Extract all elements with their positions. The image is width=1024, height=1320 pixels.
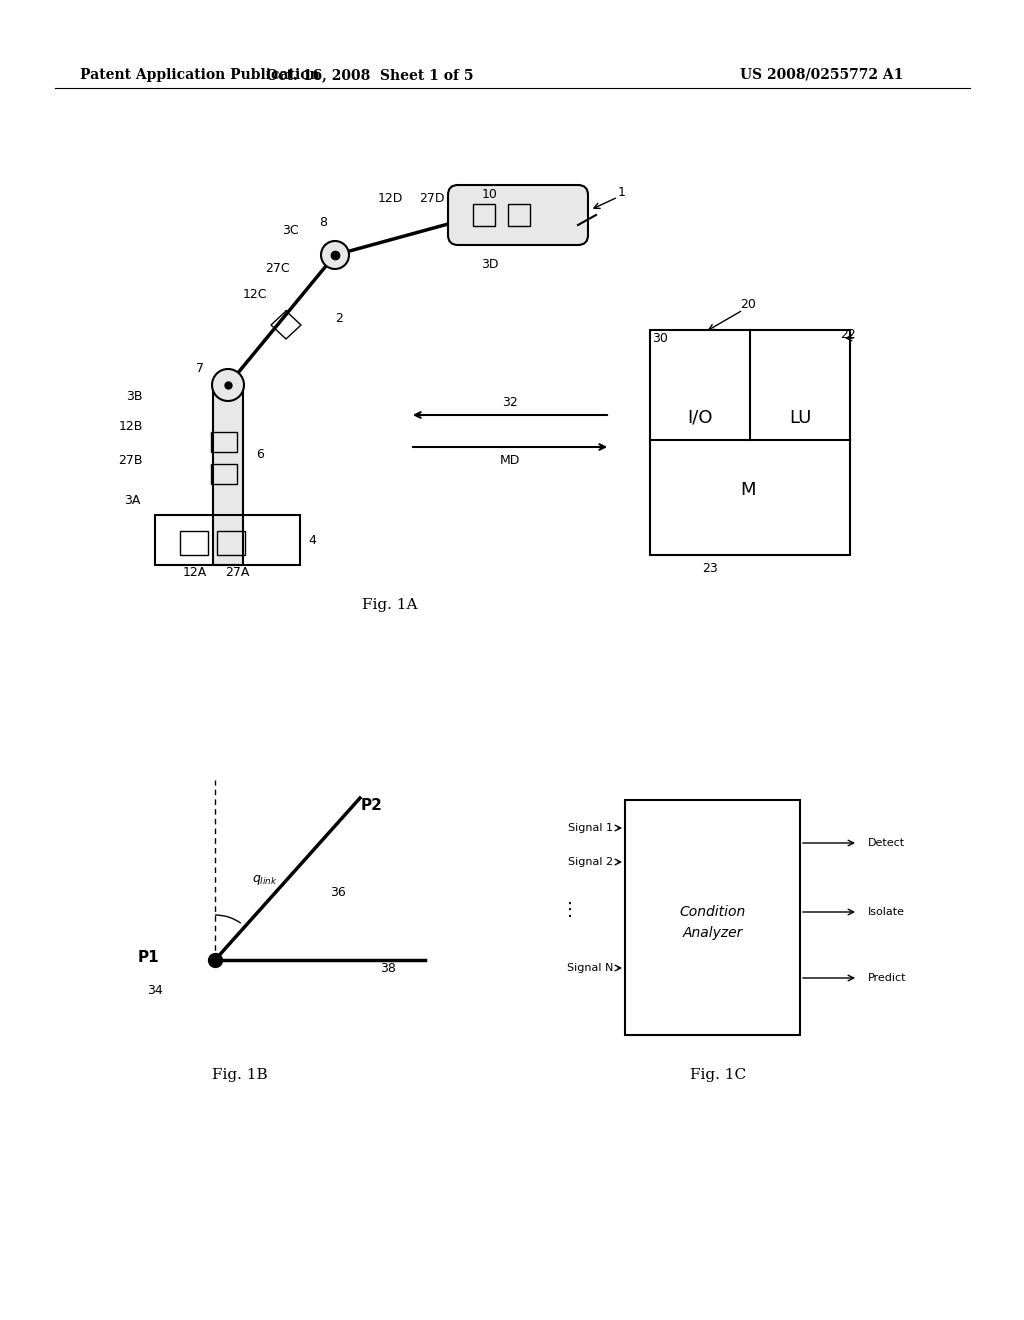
- Text: Predict: Predict: [868, 973, 906, 983]
- Text: P1: P1: [137, 950, 159, 965]
- Bar: [211, 432, 237, 451]
- Text: 8: 8: [319, 216, 327, 230]
- Text: ⋮: ⋮: [561, 902, 579, 919]
- Text: I/O: I/O: [687, 409, 713, 426]
- Text: Fig. 1C: Fig. 1C: [690, 1068, 746, 1082]
- Text: MD: MD: [500, 454, 520, 466]
- Text: Detect: Detect: [868, 838, 905, 847]
- Text: 1: 1: [618, 186, 626, 199]
- Bar: [625, 800, 800, 1035]
- Ellipse shape: [212, 370, 244, 401]
- Bar: [213, 389, 243, 565]
- Text: 30: 30: [652, 331, 668, 345]
- Bar: [650, 330, 850, 554]
- Text: 4: 4: [308, 533, 315, 546]
- Text: 27C: 27C: [265, 261, 290, 275]
- Text: 3B: 3B: [127, 391, 143, 404]
- Bar: [180, 531, 208, 554]
- Bar: [217, 531, 245, 554]
- Text: Oct. 16, 2008  Sheet 1 of 5: Oct. 16, 2008 Sheet 1 of 5: [266, 69, 474, 82]
- Text: 36: 36: [330, 887, 346, 899]
- Bar: [155, 515, 300, 565]
- Text: 27A: 27A: [225, 565, 249, 578]
- FancyBboxPatch shape: [449, 185, 588, 246]
- Text: Signal 1: Signal 1: [568, 822, 613, 833]
- Bar: [508, 205, 530, 226]
- Text: Signal N: Signal N: [566, 964, 613, 973]
- Text: Patent Application Publication: Patent Application Publication: [80, 69, 319, 82]
- Text: LU: LU: [788, 409, 811, 426]
- Text: 2: 2: [335, 312, 343, 325]
- Bar: [473, 205, 495, 226]
- Text: 27D: 27D: [419, 191, 444, 205]
- Text: 10: 10: [482, 187, 498, 201]
- Text: 34: 34: [147, 983, 163, 997]
- Text: 23: 23: [702, 561, 718, 574]
- Text: 7: 7: [196, 362, 204, 375]
- Text: 12D: 12D: [377, 191, 402, 205]
- Text: Condition
Analyzer: Condition Analyzer: [679, 906, 745, 940]
- Text: 38: 38: [380, 961, 396, 974]
- Text: 22: 22: [840, 329, 856, 342]
- Text: M: M: [740, 480, 756, 499]
- Text: 27B: 27B: [119, 454, 143, 466]
- Text: 12B: 12B: [119, 421, 143, 433]
- Text: $q_{link}$: $q_{link}$: [252, 873, 278, 887]
- Text: Isolate: Isolate: [868, 907, 905, 917]
- Ellipse shape: [321, 242, 349, 269]
- Text: Fig. 1B: Fig. 1B: [212, 1068, 268, 1082]
- Text: Fig. 1A: Fig. 1A: [362, 598, 418, 612]
- Text: 6: 6: [256, 449, 264, 462]
- Text: 3D: 3D: [481, 259, 499, 272]
- Text: 12A: 12A: [183, 565, 207, 578]
- Text: P2: P2: [361, 797, 383, 813]
- Text: 32: 32: [502, 396, 518, 409]
- Text: US 2008/0255772 A1: US 2008/0255772 A1: [740, 69, 903, 82]
- Text: 3C: 3C: [282, 223, 298, 236]
- Text: Signal 2: Signal 2: [568, 857, 613, 867]
- Text: 20: 20: [740, 298, 756, 312]
- Text: 3A: 3A: [124, 494, 140, 507]
- Bar: [211, 465, 237, 484]
- Text: 12C: 12C: [243, 289, 267, 301]
